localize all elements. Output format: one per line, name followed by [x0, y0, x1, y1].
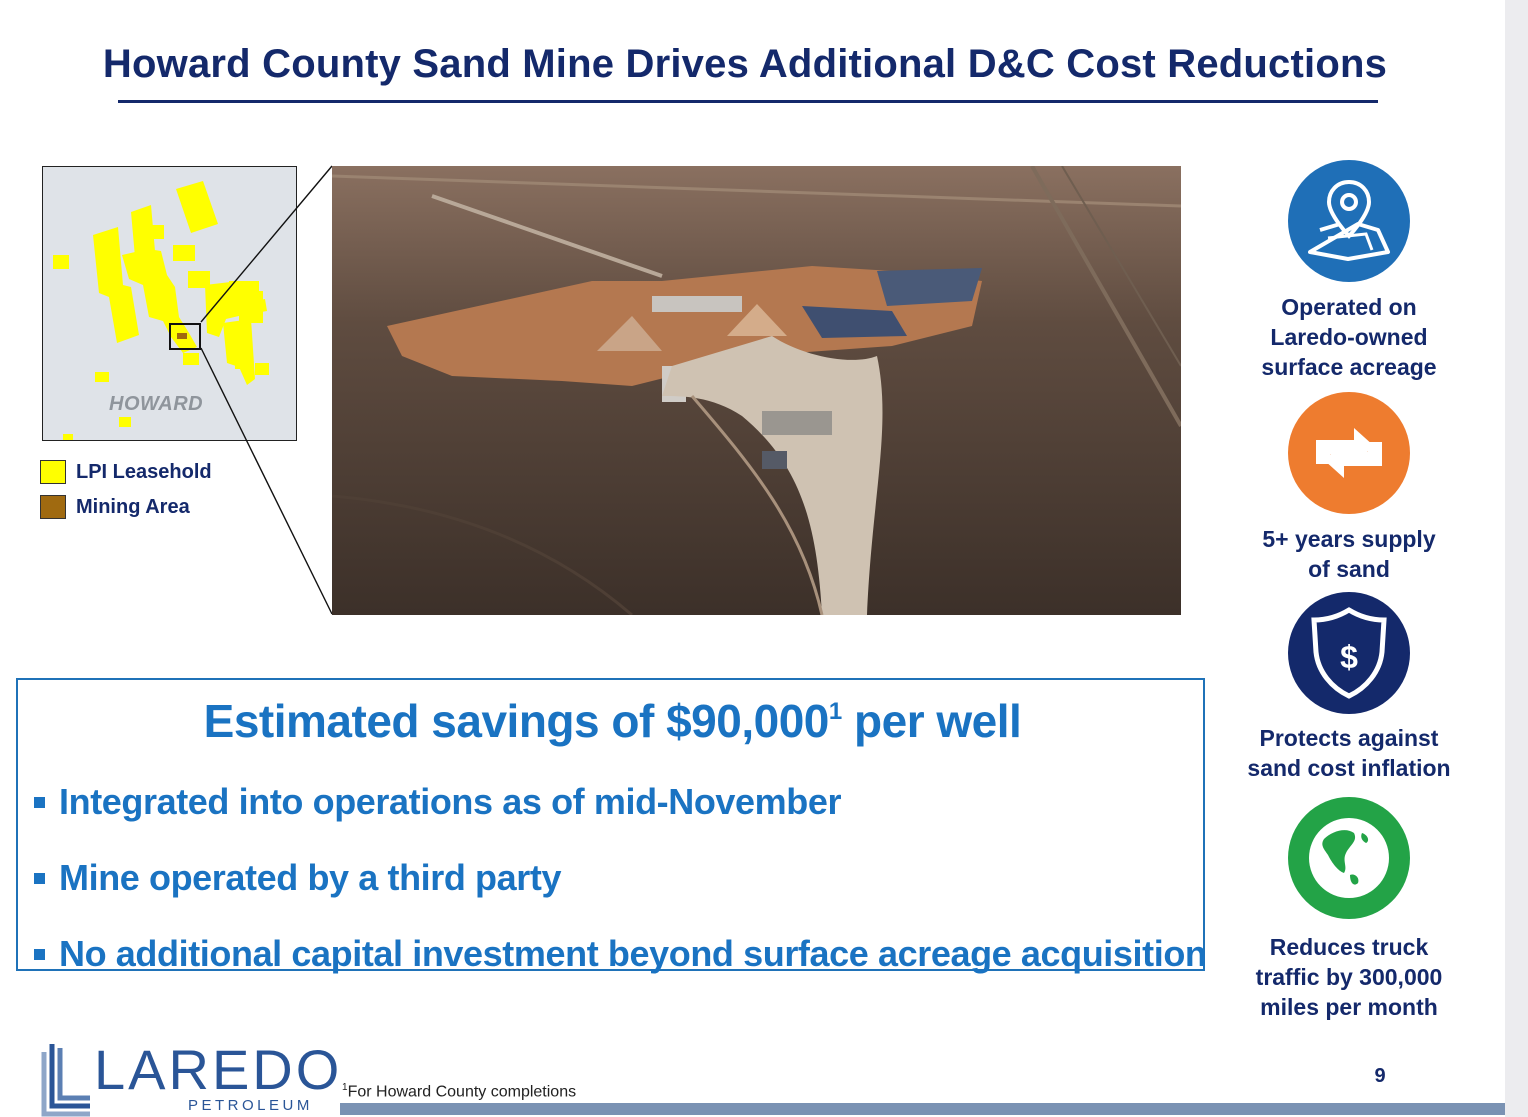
map-pin-icon [1288, 160, 1410, 282]
mining-area-swatch [40, 495, 66, 519]
county-label: HOWARD [109, 393, 204, 415]
footer-bar [340, 1103, 1505, 1115]
feature-line: Reduces truck [1269, 934, 1429, 960]
slide-title: Howard County Sand Mine Drives Additiona… [102, 42, 1388, 86]
feature-line: miles per month [1260, 994, 1438, 1020]
viewer-margin [1505, 0, 1528, 1117]
bullet-text: Mine operated by a third party [59, 857, 562, 898]
logo-subtitle: PETROLEUM [188, 1097, 313, 1114]
footnote-marker: 1 [828, 698, 842, 725]
svg-text:$: $ [1340, 639, 1358, 675]
savings-headline-text: Estimated savings of $90,000 [203, 695, 830, 747]
feature-line: Operated on [1281, 294, 1417, 320]
savings-headline-suffix: per well [841, 695, 1022, 747]
logo-mark-icon [41, 1044, 90, 1117]
footnote-text: For Howard County completions [347, 1083, 577, 1101]
dollar-shield-icon: $ [1288, 592, 1410, 714]
leasehold-map: HOWARD [42, 166, 297, 441]
bullet-icon [34, 796, 45, 808]
feature-truck-traffic: Reduces truck traffic by 300,000 miles p… [1226, 932, 1472, 1022]
feature-sand-supply: 5+ years supply of sand [1226, 524, 1472, 584]
legend-item-mining-area: Mining Area [40, 495, 212, 519]
legend-label: LPI Leasehold [76, 460, 212, 483]
map-legend: LPI Leasehold Mining Area [40, 460, 212, 530]
feature-surface-acreage: Operated on Laredo-owned surface acreage [1226, 292, 1472, 382]
feature-cost-protection: Protects against sand cost inflation [1226, 723, 1472, 783]
feature-line: of sand [1308, 556, 1390, 582]
feature-line: traffic by 300,000 [1255, 964, 1443, 990]
legend-label: Mining Area [76, 495, 190, 518]
feature-line: Laredo-owned [1270, 324, 1428, 350]
company-logo: LAREDO PETROLEUM [34, 1038, 339, 1117]
bullet-icon [34, 872, 45, 884]
footnote: 1For Howard County completions [342, 1082, 576, 1101]
list-item: Mine operated by a third party [34, 840, 1207, 916]
savings-bullet-list: Integrated into operations as of mid-Nov… [34, 764, 1207, 992]
globe-icon [1288, 797, 1410, 919]
logo-wordmark: LAREDO [94, 1038, 343, 1101]
feature-line: Protects against [1259, 725, 1439, 751]
bullet-icon [34, 948, 45, 960]
leasehold-map-graphic [53, 181, 269, 440]
swap-arrows-icon [1288, 392, 1410, 514]
feature-line: 5+ years supply [1262, 526, 1436, 552]
feature-line: sand cost inflation [1247, 755, 1451, 781]
savings-headline: Estimated savings of $90,0001 per well [18, 694, 1207, 748]
savings-callout: Estimated savings of $90,0001 per well I… [16, 678, 1207, 974]
title-underline [118, 100, 1378, 103]
legend-item-leasehold: LPI Leasehold [40, 460, 212, 484]
leasehold-swatch [40, 460, 66, 484]
footnote-marker: 1 [342, 1082, 348, 1093]
mine-aerial-photo [332, 166, 1181, 615]
mining-area-box [169, 323, 201, 350]
list-item: Integrated into operations as of mid-Nov… [34, 764, 1207, 840]
mine-aerial-illustration [332, 166, 1181, 615]
feature-line: surface acreage [1261, 354, 1437, 380]
bullet-text: No additional capital investment beyond … [59, 933, 1207, 974]
list-item: No additional capital investment beyond … [34, 916, 1207, 992]
page-number: 9 [1374, 1065, 1386, 1087]
bullet-text: Integrated into operations as of mid-Nov… [59, 781, 842, 822]
